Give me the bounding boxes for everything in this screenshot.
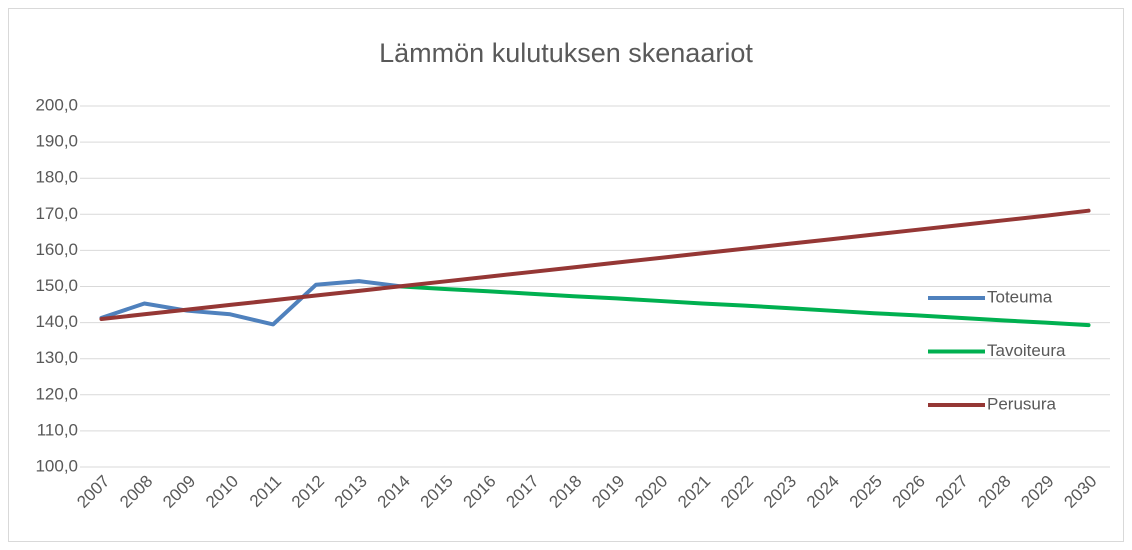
legend-label: Tavoiteura (987, 341, 1066, 360)
series-line (99, 208, 1091, 321)
y-tick-label: 130,0 (35, 348, 78, 367)
y-tick-label: 180,0 (35, 168, 78, 187)
y-tick-label: 140,0 (35, 312, 78, 331)
y-tick-label: 190,0 (35, 132, 78, 151)
y-tick-label: 110,0 (37, 420, 78, 439)
y-tick-label: 100,0 (35, 456, 78, 475)
chart-title: Lämmön kulutuksen skenaariot (379, 38, 753, 68)
series-line (399, 284, 1091, 328)
y-tick-label: 120,0 (35, 384, 78, 403)
series-line (99, 279, 404, 327)
y-tick-label: 150,0 (35, 276, 78, 295)
y-tick-label: 200,0 (35, 95, 78, 114)
legend-label: Perusura (987, 394, 1057, 413)
y-tick-label: 170,0 (35, 204, 78, 223)
y-tick-label: 160,0 (35, 240, 78, 259)
legend-label: Toteuma (987, 287, 1053, 306)
chart-border (8, 8, 1124, 542)
